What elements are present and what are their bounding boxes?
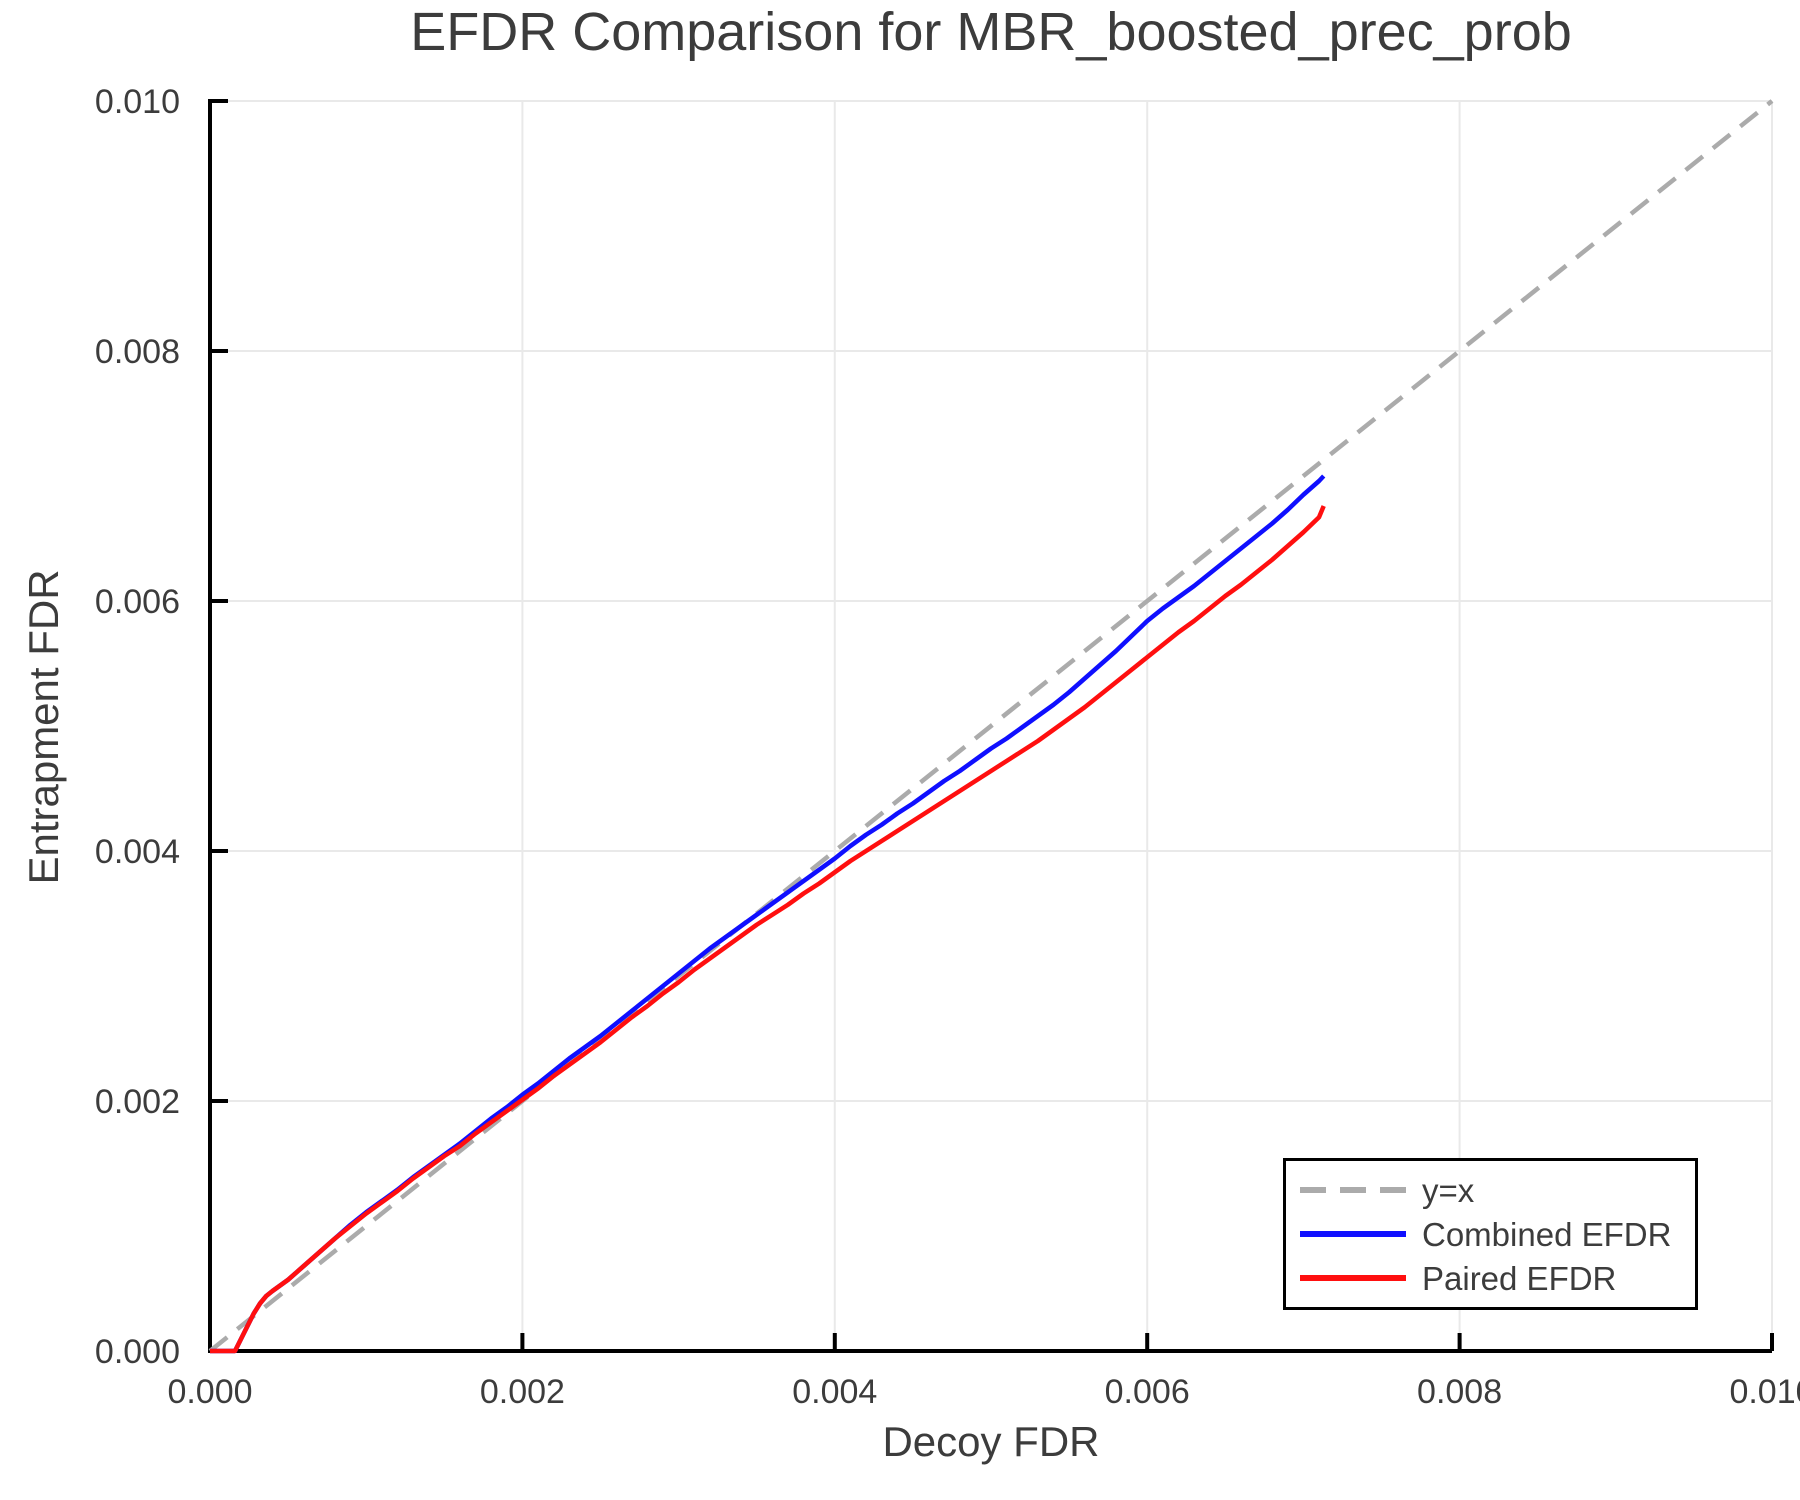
legend-sample-blue-line xyxy=(1300,1231,1406,1237)
legend: y=x Combined EFDR Paired EFDR xyxy=(1283,1158,1698,1310)
y-tick-label: 0.006 xyxy=(95,583,180,621)
x-tick-label: 0.008 xyxy=(1417,1373,1502,1411)
legend-label-paired-efdr: Paired EFDR xyxy=(1422,1259,1617,1297)
x-tick-label: 0.002 xyxy=(480,1373,565,1411)
series-line-identity xyxy=(208,99,1774,1353)
y-tick-label: 0.000 xyxy=(95,1333,180,1371)
y-tick-label: 0.002 xyxy=(95,1083,180,1121)
x-tick-label: 0.000 xyxy=(167,1373,252,1411)
y-tick-label: 0.010 xyxy=(95,83,180,121)
legend-label-combined-efdr: Combined EFDR xyxy=(1422,1215,1672,1253)
x-tick-label: 0.010 xyxy=(1729,1373,1800,1411)
legend-row-paired-efdr: Paired EFDR xyxy=(1300,1256,1695,1300)
x-tick-label: 0.004 xyxy=(792,1373,877,1411)
x-axis-label: Decoy FDR xyxy=(882,1418,1100,1465)
legend-label-identity: y=x xyxy=(1422,1171,1475,1209)
y-tick-label: 0.008 xyxy=(95,333,180,371)
legend-sample-red-line xyxy=(1300,1275,1406,1281)
x-tick-label: 0.006 xyxy=(1105,1373,1190,1411)
legend-row-identity: y=x xyxy=(1300,1168,1695,1212)
legend-row-combined-efdr: Combined EFDR xyxy=(1300,1212,1695,1256)
y-axis-label: Entrapment FDR xyxy=(20,569,67,885)
chart-title: EFDR Comparison for MBR_boosted_prec_pro… xyxy=(410,2,1572,62)
series-line-paired-efdr xyxy=(210,505,1326,1354)
legend-sample-dashed-line xyxy=(1300,1187,1406,1193)
y-tick-label: 0.004 xyxy=(95,833,180,871)
